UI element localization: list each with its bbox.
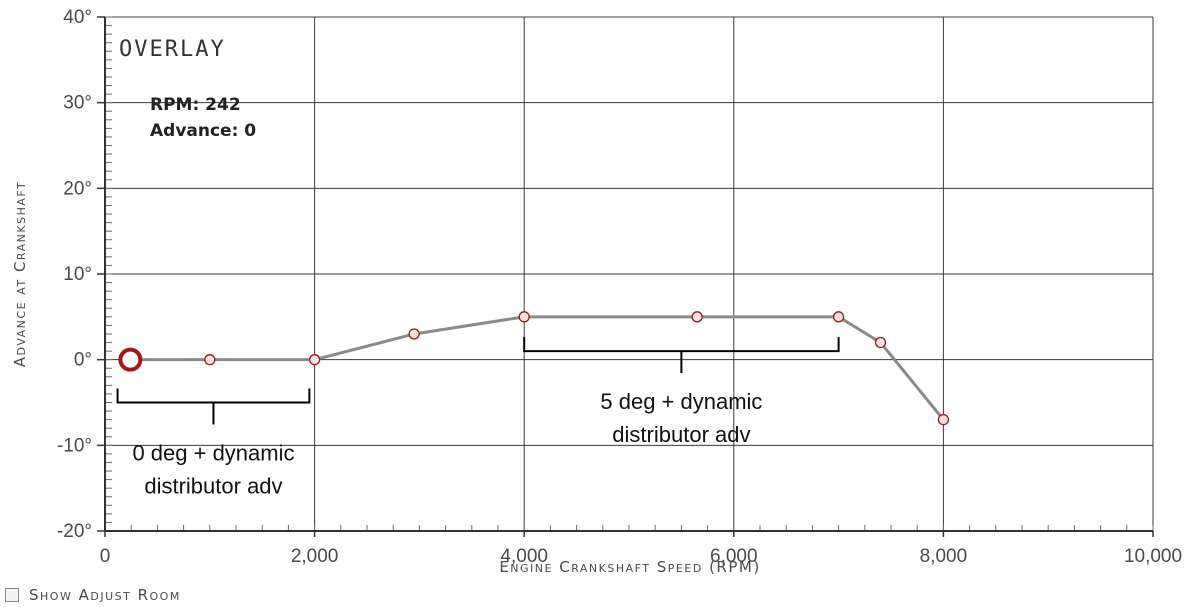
annotation-bracket [116, 388, 311, 425]
data-point [518, 311, 530, 323]
x-tick-label: 10,000 [1124, 546, 1182, 567]
x-tick-label: 0 [100, 546, 111, 567]
data-point [204, 354, 216, 366]
annotation-text: 0 deg + dynamic [132, 441, 294, 466]
y-tick-label: 40° [63, 7, 92, 28]
x-tick-label: 4,000 [500, 546, 548, 567]
y-tick-label: 10° [63, 264, 92, 285]
advance-chart: -20° -10° 0° 10° 20° 30° 40° 0 2,000 4,000 6,000 8… [11, 7, 1182, 576]
y-axis-label: Advance at Crankshaft [11, 181, 29, 367]
show-adjust-room-toggle[interactable]: Show Adjust Room [5, 585, 181, 605]
show-adjust-room-checkbox[interactable] [5, 588, 19, 602]
chart-title: OVERLAY [119, 37, 226, 62]
annotation-text: 5 deg + dynamic [600, 389, 762, 414]
data-point [691, 311, 703, 323]
data-point [874, 336, 887, 349]
annotation-text: distributor adv [612, 422, 750, 447]
annotation-bracket [523, 337, 840, 374]
y-tick-label: 20° [63, 178, 92, 199]
data-point [832, 311, 845, 323]
annotation-text: distributor adv [144, 474, 282, 499]
data-point [308, 354, 321, 366]
y-tick-label: -20° [57, 521, 92, 542]
show-adjust-room-label: Show Adjust Room [29, 586, 181, 604]
rpm-readout: RPM: 242 [150, 95, 241, 115]
x-tick-label: 6,000 [710, 546, 758, 567]
y-tick-label: 30° [63, 93, 92, 114]
x-tick-label: 2,000 [291, 546, 339, 567]
y-tick-label: 0° [74, 350, 92, 371]
selected-data-point [118, 347, 143, 372]
advance-readout: Advance: 0 [150, 121, 256, 141]
data-point [937, 413, 950, 426]
x-axis-label: Engine Crankshaft Speed (RPM) [499, 558, 760, 576]
x-tick-label: 8,000 [920, 546, 968, 567]
y-tick-label: -10° [57, 435, 92, 456]
data-point [408, 328, 420, 340]
